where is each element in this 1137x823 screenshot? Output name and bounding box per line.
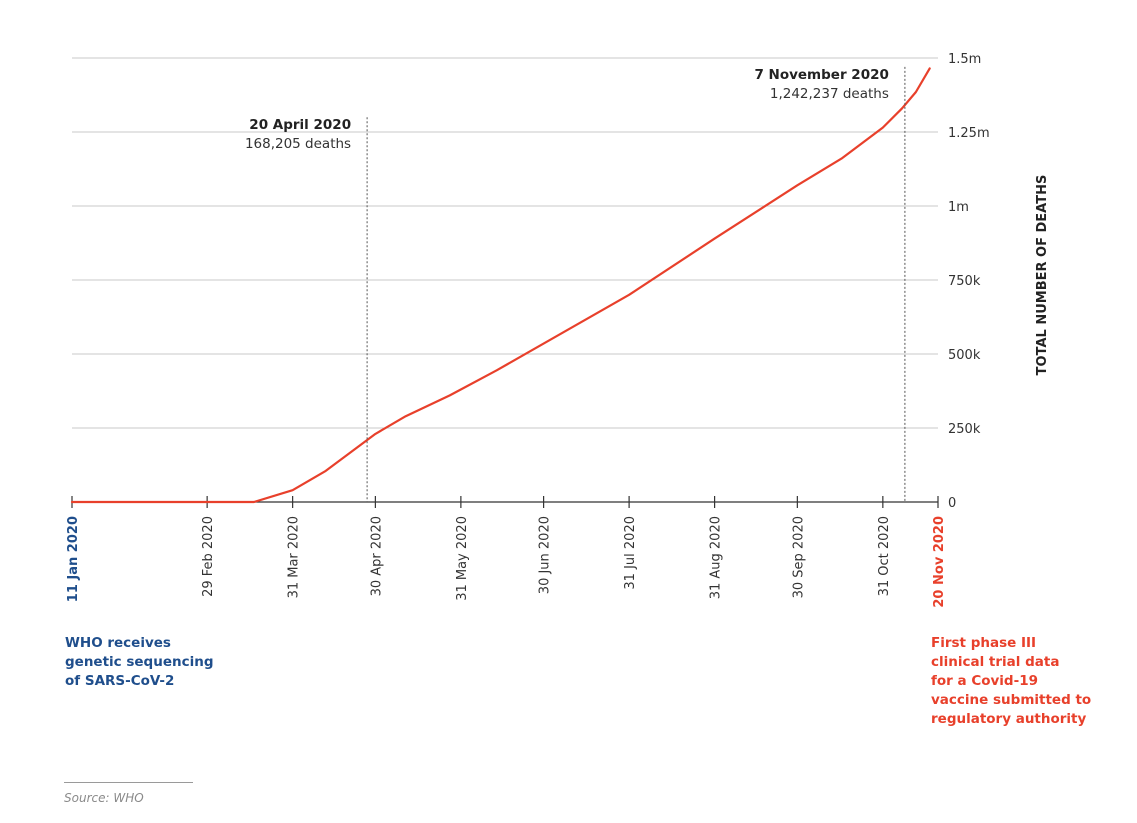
annotation-title: 7 November 2020 [754,67,888,83]
x-tick-label: 29 Feb 2020 [201,516,216,597]
y-tick-label: 250k [948,422,981,437]
x-tick-label: 30 Jun 2020 [538,516,553,594]
annotation-value: 168,205 deaths [245,136,351,152]
annotation-title: 20 April 2020 [249,117,351,133]
x-tick-label: 31 Jul 2020 [623,516,638,590]
y-tick-label: 750k [948,274,981,289]
x-tick-label: 31 May 2020 [455,516,470,601]
y-tick-label: 1.25m [948,126,990,141]
x-tick-label: 30 Apr 2020 [369,516,384,596]
y-axis-title: TOTAL NUMBER OF DEATHS [1035,175,1050,376]
x-tick-label: 31 Aug 2020 [709,516,724,599]
x-tick-label: 31 Oct 2020 [877,516,892,596]
note-who-sequencing: WHO receives genetic sequencing of SARS-… [65,635,214,689]
y-tick-label: 1m [948,200,969,215]
y-tick-label: 0 [948,496,956,511]
annotation-value: 1,242,237 deaths [770,86,889,102]
x-tick-label: 30 Sep 2020 [791,516,806,598]
source-note: Source: WHO [64,791,144,805]
deaths-series-line [70,67,931,504]
x-tick-label: 31 Mar 2020 [287,516,302,598]
source-divider [64,782,193,783]
y-tick-label: 1.5m [948,52,981,67]
x-tick-label: 20 Nov 2020 [932,516,947,608]
note-vaccine-trial: First phase III clinical trial data for … [931,635,1092,727]
y-tick-label: 500k [948,348,981,363]
x-tick-label: 11 Jan 2020 [66,516,81,602]
